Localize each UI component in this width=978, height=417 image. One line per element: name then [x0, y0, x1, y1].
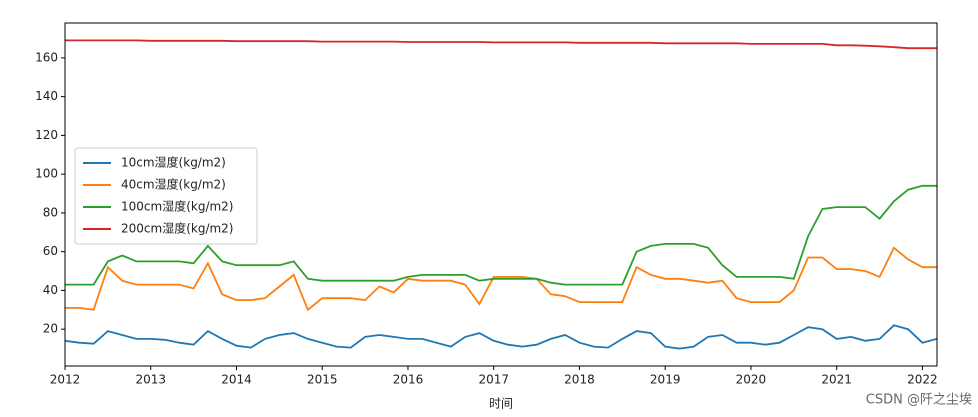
y-tick-label: 100: [35, 167, 58, 181]
x-tick-label: 2019: [650, 373, 681, 387]
x-tick-label: 2012: [50, 373, 81, 387]
series-line: [65, 184, 937, 286]
legend-label: 100cm湿度(kg/m2): [121, 199, 234, 214]
legend-label: 200cm湿度(kg/m2): [121, 221, 234, 236]
y-tick-label: 140: [35, 89, 58, 103]
y-tick-label: 60: [43, 244, 58, 258]
series-line: [64, 324, 937, 350]
x-tick-label: 2018: [564, 373, 595, 387]
y-tick-label: 20: [43, 322, 58, 336]
y-tick-label: 160: [35, 50, 58, 64]
x-tick-label: 2022: [907, 373, 938, 387]
series-line: [65, 39, 937, 50]
y-tick-label: 40: [43, 283, 58, 297]
legend-label: 10cm湿度(kg/m2): [121, 155, 226, 170]
watermark: CSDN @阡之尘埃: [866, 393, 972, 408]
legend-label: 40cm湿度(kg/m2): [121, 177, 226, 192]
plot-frame: [64, 22, 938, 367]
x-tick-label: 2021: [821, 373, 852, 387]
x-tick-label: 2014: [221, 373, 252, 387]
x-tick-label: 2020: [736, 373, 767, 387]
x-tick-label: 2015: [307, 373, 338, 387]
legend-box: [74, 147, 258, 245]
x-tick-label: 2013: [135, 373, 166, 387]
y-tick-label: 120: [35, 128, 58, 142]
x-axis-label: 时间: [489, 397, 513, 411]
y-tick-label: 80: [43, 205, 58, 219]
x-tick-label: 2016: [393, 373, 424, 387]
series-line: [65, 246, 937, 312]
x-tick-label: 2017: [478, 373, 509, 387]
